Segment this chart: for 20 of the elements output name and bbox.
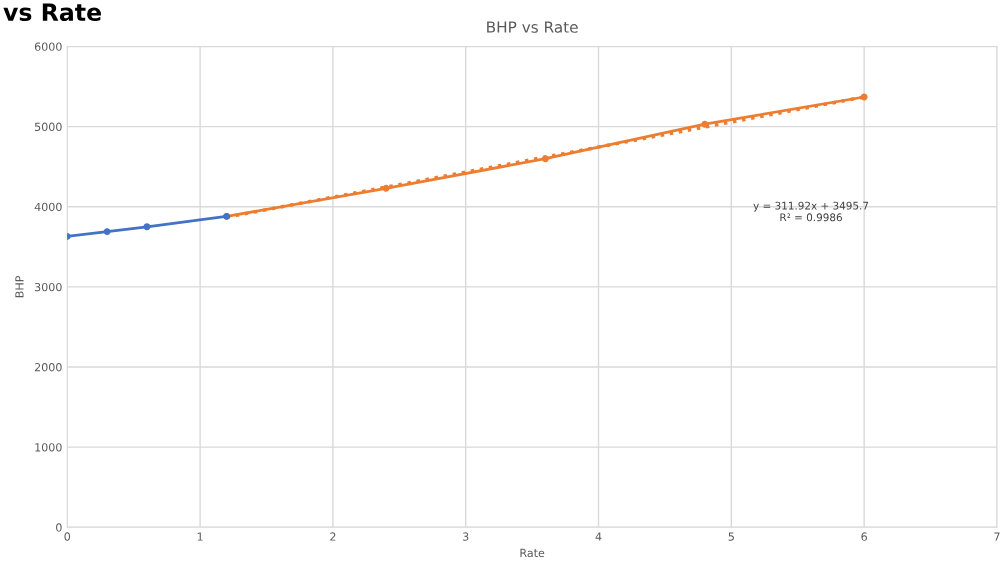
y-tick-label: 4000	[34, 202, 62, 212]
x-tick-label: 6	[861, 532, 867, 541]
x-tick-label: 0	[64, 532, 71, 541]
x-tick-label: 7	[994, 532, 1000, 541]
x-tick-label: 5	[728, 532, 734, 541]
y-axis-title: BHP	[15, 275, 24, 298]
y-tick-label: 1000	[35, 443, 62, 452]
x-axis-title: Rate	[520, 548, 545, 558]
y-tick-label: 3000	[34, 282, 62, 292]
text: vs Rate	[3, 3, 101, 22]
annotation: y = 311.92x + 3495.7 R² = 0.9986	[753, 201, 869, 222]
y-tick-label: 2000	[34, 363, 62, 372]
x-tick-label: 3	[463, 532, 469, 541]
x-tick-label: 1	[197, 532, 203, 541]
x-tick-label: 4	[595, 532, 602, 541]
y-tick-label: 6000	[34, 42, 62, 51]
y-tick-label: 5000	[34, 122, 62, 132]
y-tick-label: 0	[56, 523, 62, 532]
x-tick-label: 2	[330, 532, 336, 541]
chart-title: BHP vs Rate	[487, 21, 578, 33]
